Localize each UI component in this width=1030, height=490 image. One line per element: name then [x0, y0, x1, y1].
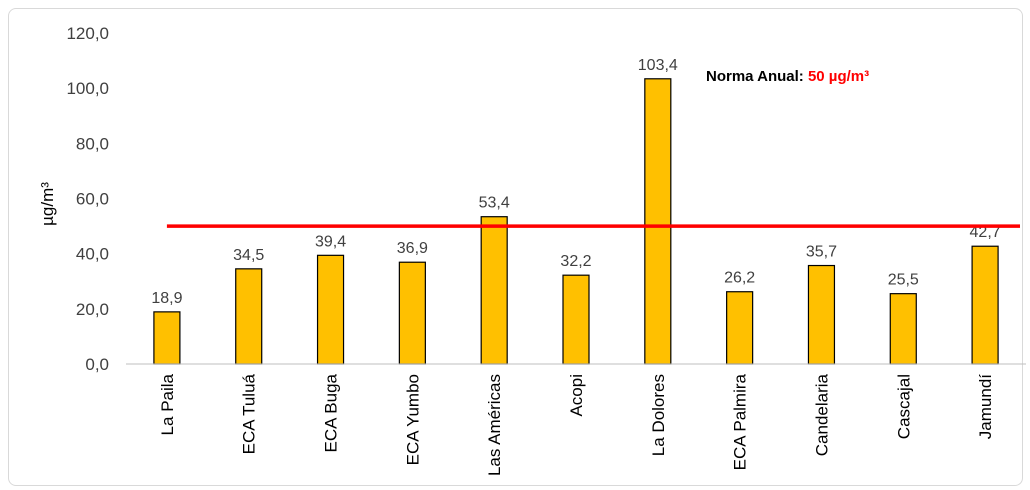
- category-label: La Paila: [158, 373, 177, 435]
- data-label: 53,4: [479, 195, 510, 212]
- category-label: Acopi: [567, 374, 586, 417]
- category-label: Cascajal: [894, 374, 913, 439]
- data-label: 39,4: [315, 233, 346, 250]
- data-label: 35,7: [806, 244, 837, 261]
- y-tick-label: 80,0: [76, 134, 109, 153]
- data-label: 32,2: [560, 253, 591, 270]
- bar: [153, 311, 181, 365]
- bar: [644, 78, 672, 365]
- data-label: 103,4: [638, 57, 678, 74]
- bar: [562, 274, 590, 365]
- annual-standard-note-value: 50 µg/m³: [808, 68, 869, 85]
- y-tick-label: 0,0: [85, 355, 109, 374]
- category-label: ECA Tuluá: [240, 373, 259, 454]
- bar: [398, 261, 426, 365]
- category-label: ECA Palmira: [731, 373, 750, 470]
- bar: [807, 264, 836, 365]
- data-label: 42,7: [970, 224, 1001, 241]
- bar: [971, 245, 999, 365]
- data-label: 26,2: [724, 270, 755, 287]
- y-tick-label: 120,0: [66, 24, 109, 43]
- data-label: 18,9: [151, 290, 182, 307]
- y-tick-label: 60,0: [76, 190, 109, 209]
- bar: [480, 216, 508, 365]
- y-tick-label: 40,0: [76, 245, 109, 264]
- data-label: 25,5: [888, 272, 919, 289]
- annual-standard-note: Norma Anual: 50 µg/m³: [706, 68, 869, 85]
- category-label: La Dolores: [649, 374, 668, 456]
- data-label: 34,5: [233, 247, 264, 264]
- chart-frame: [8, 8, 1023, 486]
- category-label: Jamundí: [976, 374, 995, 439]
- bar: [889, 293, 917, 365]
- annual-standard-note-label: Norma Anual:: [706, 68, 808, 85]
- y-axis-label: µg/m³: [38, 182, 57, 226]
- y-tick-label: 100,0: [66, 79, 109, 98]
- category-label: ECA Yumbo: [403, 374, 422, 465]
- y-tick-label: 20,0: [76, 300, 109, 319]
- bar: [235, 268, 263, 365]
- data-label: 36,9: [397, 240, 428, 257]
- bar: [726, 291, 754, 365]
- category-label: ECA Buga: [322, 373, 341, 452]
- bar: [316, 254, 345, 365]
- category-label: Las Américas: [485, 374, 504, 476]
- category-label: Candelaria: [812, 373, 831, 456]
